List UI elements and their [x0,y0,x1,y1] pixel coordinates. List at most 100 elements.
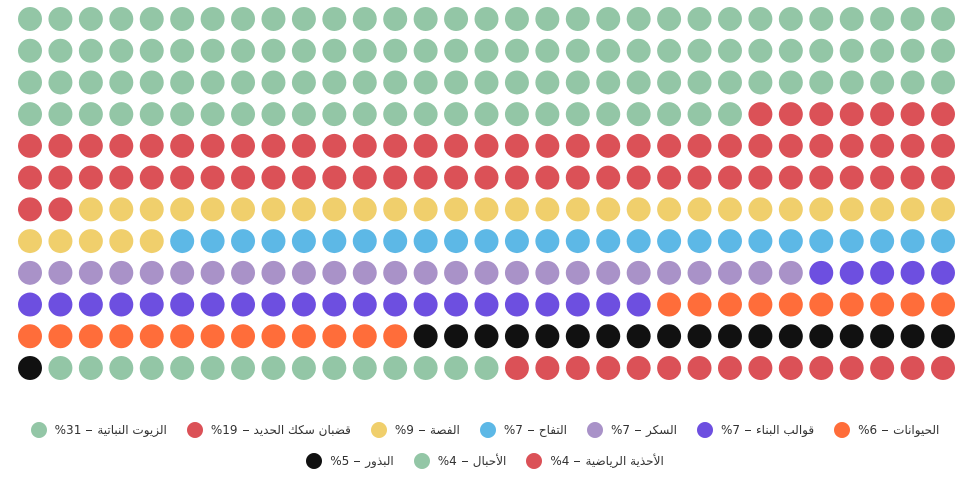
waffle-dot [48,229,73,254]
waffle-dot [322,7,347,31]
waffle-dot [444,70,469,95]
waffle-dot [322,102,347,127]
waffle-dot [291,229,316,254]
waffle-dot [352,197,377,222]
waffle-dot [717,102,742,127]
waffle-dot [931,356,955,380]
waffle-dot [504,7,529,31]
waffle-dot [900,229,925,254]
waffle-dot [18,292,42,317]
waffle-dot [870,260,895,285]
waffle-dot [565,260,590,285]
waffle-dot [352,260,377,285]
legend-swatch [30,422,47,438]
waffle-dot [657,197,682,222]
waffle-dot [778,70,803,95]
waffle-dot [900,38,925,63]
waffle-dot [261,197,286,222]
legend-separator [354,460,361,462]
waffle-dot [626,7,651,31]
legend-swatch [479,422,496,438]
legend-item[interactable]: %6 الحيوانات [834,419,939,441]
waffle-dot [18,324,42,349]
waffle-dot [839,197,864,222]
waffle-dot [839,70,864,95]
waffle-dot [139,229,164,254]
legend-item[interactable]: %7 السكر [586,419,677,441]
legend-separator [745,429,752,431]
waffle-dot [535,229,560,254]
waffle-dot [596,7,621,31]
waffle-dot [900,324,925,349]
waffle-dot [78,229,103,254]
waffle-dot [535,133,560,158]
legend-item[interactable]: %4 الأحذية الرياضية [526,450,664,472]
waffle-dot [717,292,742,317]
waffle-dot [109,133,134,158]
legend-item[interactable]: %7 التفاح [479,419,567,441]
legend-value: %5 [330,454,350,468]
legend-item[interactable]: %4 الأحبال [413,450,506,472]
legend-swatch [186,422,203,438]
waffle-dot [322,38,347,63]
waffle-dot [687,133,712,158]
legend-item[interactable]: %5 البذور [306,450,394,472]
waffle-dot [748,260,773,285]
waffle-dot [170,292,195,317]
waffle-dot [596,38,621,63]
waffle-dot [870,292,895,317]
waffle-dot [291,197,316,222]
waffle-dot [291,38,316,63]
waffle-dot [717,38,742,63]
waffle-dot [291,356,316,380]
waffle-dot [900,102,925,127]
legend-label: التفاح [538,423,567,437]
legend-item[interactable]: %19 قضبان سكك الحديد [186,419,351,441]
legend-value: %9 [394,423,414,437]
waffle-dot [717,197,742,222]
waffle-dot [565,102,590,127]
waffle-dot [931,133,955,158]
waffle-dot [504,324,529,349]
waffle-dot [109,165,134,190]
waffle-dot [809,70,834,95]
waffle-dot [717,70,742,95]
waffle-dot [291,324,316,349]
waffle-dot [931,260,955,285]
waffle-dot [839,229,864,254]
waffle-dot [596,292,621,317]
waffle-dot [778,133,803,158]
waffle-dot [748,324,773,349]
waffle-dot [809,356,834,380]
waffle-dot [657,356,682,380]
legend-item[interactable]: %31 الزيوت النباتية [30,419,167,441]
legend-swatch [306,453,323,469]
waffle-dot [78,70,103,95]
legend-separator [86,429,93,431]
waffle-dot [504,356,529,380]
waffle-dot [717,165,742,190]
waffle-dot [200,197,225,222]
legend-label: الأحذية الرياضية [585,454,664,468]
legend-swatch [370,422,387,438]
waffle-dot [413,165,438,190]
waffle-dot [322,260,347,285]
waffle-dot [870,229,895,254]
waffle-dot [18,197,42,222]
waffle-dot [870,356,895,380]
waffle-dot [48,165,73,190]
waffle-dot [200,324,225,349]
legend-item[interactable]: %7 قوالب البناء [696,419,814,441]
legend-item[interactable]: %9 الفصة [370,419,460,441]
waffle-dot [778,7,803,31]
waffle-dot [231,70,256,95]
legend-swatch [526,453,543,469]
waffle-dot [474,133,499,158]
waffle-dot [444,38,469,63]
legend-swatch [413,453,430,469]
waffle-dot [870,38,895,63]
waffle-dot [78,260,103,285]
waffle-dot [322,165,347,190]
waffle-dot [748,38,773,63]
waffle-dot [109,292,134,317]
